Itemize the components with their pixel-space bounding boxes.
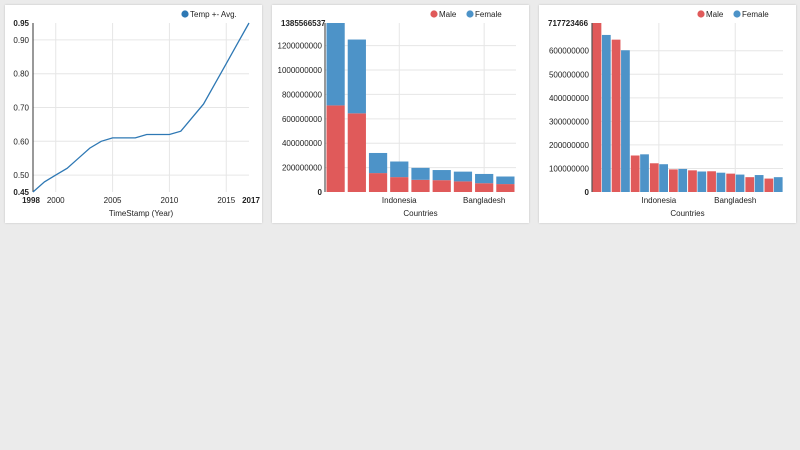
temperature-line-chart: 0.50 0.60 0.70 0.80 0.90 0.95 0.45 2000 2005 2010… [13, 10, 260, 218]
x-tick-label: 2005 [104, 196, 122, 205]
bar-female [496, 176, 515, 185]
legend-swatch-female [466, 10, 474, 18]
bar-male [649, 163, 659, 192]
bar-female [735, 174, 745, 192]
y-tick-label: 200000000 [282, 164, 323, 173]
bar-female [347, 39, 366, 114]
bar-female [659, 164, 668, 192]
bar-male [669, 169, 678, 192]
bar-male [453, 181, 473, 192]
x-axis-title: TimeStamp (Year) [109, 209, 174, 218]
y-tick-label: 400000000 [549, 94, 590, 103]
y-tick-label: 500000000 [549, 70, 590, 79]
y-tick-label: 1200000000 [278, 42, 323, 51]
bar-male [411, 179, 430, 192]
x-tick-label: 2015 [217, 196, 235, 205]
y-tick-label: 600000000 [282, 115, 323, 124]
y-tick-label-max: 717723466 [548, 19, 589, 28]
x-tick-label: Bangladesh [714, 196, 756, 205]
population-stacked-bar-chart: 200000000 400000000 600000000 800000000 1000… [278, 10, 516, 218]
bar-male [764, 178, 774, 192]
bar-female [432, 170, 451, 181]
bar-male [745, 177, 755, 192]
y-tick-label: 100000000 [549, 164, 590, 173]
bar-male [707, 171, 716, 192]
bar-male [496, 184, 515, 192]
bar-male [630, 155, 640, 192]
y-tick-label: 0.90 [13, 36, 29, 45]
bar-male [390, 177, 409, 192]
x-tick-label: Bangladesh [463, 196, 505, 205]
legend-swatch-male [430, 10, 438, 18]
bar-male [368, 173, 388, 192]
bar-female [390, 161, 409, 178]
x-axis-title: Countries [670, 209, 704, 218]
bar-male [475, 183, 494, 192]
bar-male [592, 23, 602, 192]
bar-female [411, 167, 430, 180]
y-tick-label: 1000000000 [278, 66, 323, 75]
y-tick-label: 0.80 [13, 70, 29, 79]
x-tick-label: 2010 [161, 196, 179, 205]
bar-female [453, 171, 473, 182]
x-tick-label-max: 2017 [242, 196, 260, 205]
bar-male [611, 39, 621, 193]
legend-label-female: Female [475, 10, 502, 19]
bar-female [716, 172, 726, 192]
y-tick-label-min: 0.45 [13, 188, 29, 197]
bar-female [678, 168, 688, 192]
bar-female [640, 154, 649, 192]
bar-male [432, 180, 451, 192]
bar-female [326, 23, 345, 106]
bar-male [726, 173, 736, 192]
bar-female [601, 34, 611, 192]
y-tick-label: 0.50 [13, 171, 29, 180]
x-tick-label: 2000 [47, 196, 65, 205]
y-tick-label-max: 0.95 [13, 19, 29, 28]
line-chart-panel: 0.50 0.60 0.70 0.80 0.90 0.95 0.45 2000 2005 2010… [5, 5, 262, 223]
legend-label-temp: Temp +- Avg. [190, 10, 237, 19]
x-axis-title: Countries [403, 209, 437, 218]
y-tick-label: 400000000 [282, 139, 323, 148]
bar-female [754, 175, 764, 192]
y-tick-label: 600000000 [549, 47, 590, 56]
legend-label-female: Female [742, 10, 769, 19]
population-grouped-bar-chart: 100000000 200000000 300000000 400000000 5000… [548, 10, 783, 218]
y-tick-label-min: 0 [585, 188, 590, 197]
temp-series-line [32, 22, 250, 193]
bar-female [475, 173, 494, 184]
legend-swatch-male [697, 10, 705, 18]
y-tick-label-max: 1385566537 [281, 19, 326, 28]
bar-male [326, 105, 345, 192]
bar-male [688, 170, 697, 192]
y-tick-label: 300000000 [549, 117, 590, 126]
stacked-bar-chart-panel: 200000000 400000000 600000000 800000000 1000… [272, 5, 529, 223]
bar-female [368, 152, 388, 174]
bar-female [621, 50, 630, 193]
y-tick-label: 800000000 [282, 90, 323, 99]
bar-male [347, 113, 366, 192]
y-tick-label: 200000000 [549, 141, 590, 150]
bar-female [697, 171, 707, 192]
legend-swatch-temp [181, 10, 189, 18]
x-tick-label-min: 1998 [22, 196, 40, 205]
legend-label-male: Male [439, 10, 457, 19]
legend-label-male: Male [706, 10, 724, 19]
x-tick-label: Indonesia [641, 196, 676, 205]
grouped-bar-chart-panel: 100000000 200000000 300000000 400000000 5000… [539, 5, 796, 223]
x-tick-label: Indonesia [382, 196, 417, 205]
y-tick-label-min: 0 [318, 188, 323, 197]
y-tick-label: 0.70 [13, 104, 29, 113]
legend-swatch-female [733, 10, 741, 18]
bar-female [773, 177, 783, 192]
y-tick-label: 0.60 [13, 137, 29, 146]
